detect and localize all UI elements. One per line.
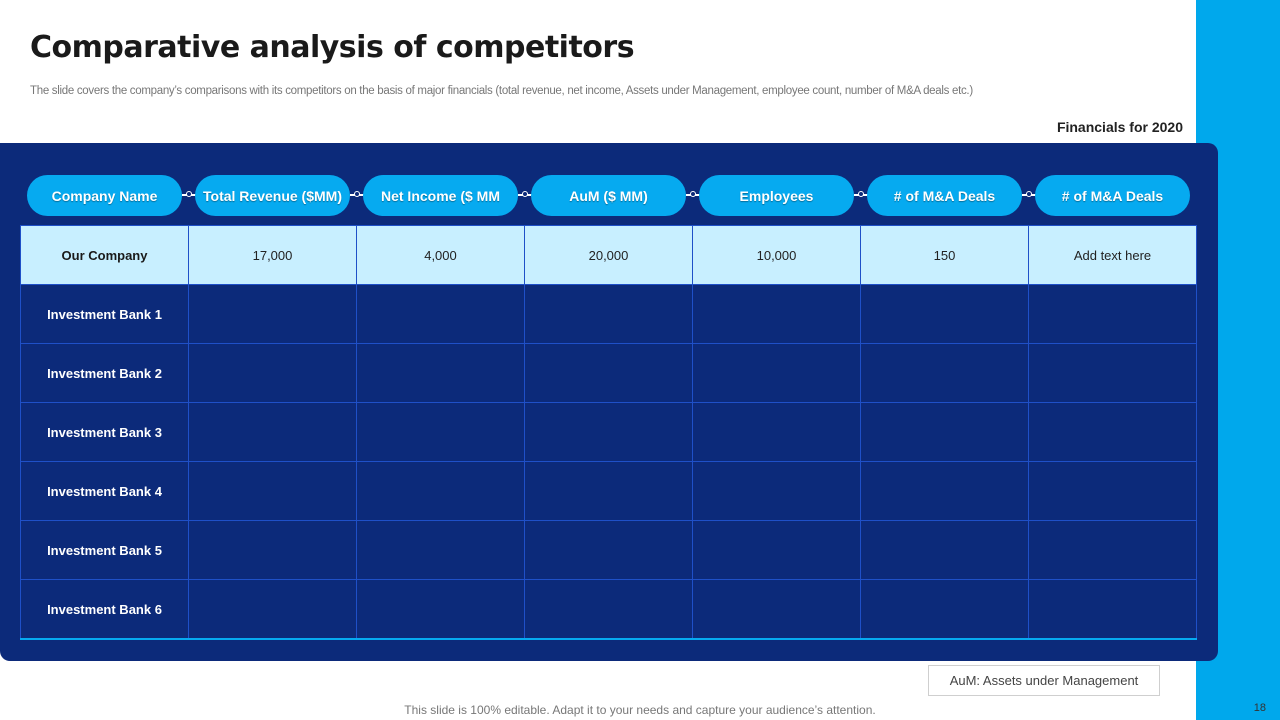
row-label: Investment Bank 5 [20, 520, 189, 580]
table-cell [692, 402, 861, 462]
table-cell [524, 579, 693, 640]
connector-icon [182, 191, 196, 197]
row-label: Investment Bank 2 [20, 343, 189, 403]
header-pill-aum: AuM ($ MM) [531, 175, 686, 216]
table-cell [188, 343, 357, 403]
table-cell [860, 402, 1029, 462]
header-pill-ma-deals: # of M&A Deals [867, 175, 1022, 216]
connector-icon [1022, 191, 1036, 197]
table-row: Investment Bank 2 [20, 343, 1197, 403]
table-cell [188, 579, 357, 640]
aum-legend-box: AuM: Assets under Management [928, 665, 1160, 696]
row-label: Investment Bank 3 [20, 402, 189, 462]
footer-note: This slide is 100% editable. Adapt it to… [404, 703, 876, 717]
table-cell [860, 579, 1029, 640]
financials-year-label: Financials for 2020 [1056, 119, 1183, 135]
table-cell: 10,000 [692, 225, 861, 285]
table-cell [524, 343, 693, 403]
table-cell [860, 520, 1029, 580]
connector-icon [350, 191, 364, 197]
table-cell [188, 461, 357, 521]
table-cell [1028, 461, 1197, 521]
table-cell [692, 343, 861, 403]
table-cell [524, 520, 693, 580]
table-cell [524, 461, 693, 521]
table-cell [524, 402, 693, 462]
header-pill-net-income: Net Income ($ MM [363, 175, 518, 216]
row-label: Investment Bank 6 [20, 579, 189, 640]
table-cell: 4,000 [356, 225, 525, 285]
table-cell [356, 520, 525, 580]
table-cell [1028, 520, 1197, 580]
table-row-our-company: Our Company 17,000 4,000 20,000 10,000 1… [20, 225, 1197, 285]
row-label: Our Company [20, 225, 189, 285]
row-label: Investment Bank 4 [20, 461, 189, 521]
table-cell [860, 343, 1029, 403]
table-cell [356, 402, 525, 462]
slide-subtitle: The slide covers the company’s compariso… [30, 85, 973, 97]
table-cell: 20,000 [524, 225, 693, 285]
header-pill-employees: Employees [699, 175, 854, 216]
connector-icon [518, 191, 532, 197]
table-cell [860, 461, 1029, 521]
table-cell: Add text here [1028, 225, 1197, 285]
table-row: Investment Bank 4 [20, 461, 1197, 521]
competitor-table: Our Company 17,000 4,000 20,000 10,000 1… [20, 225, 1197, 640]
table-cell [1028, 284, 1197, 344]
table-cell [356, 284, 525, 344]
table-cell [356, 343, 525, 403]
table-cell [692, 520, 861, 580]
table-row: Investment Bank 3 [20, 402, 1197, 462]
table-cell [356, 579, 525, 640]
slide-title: Comparative analysis of competitors [30, 30, 635, 65]
header-pill-total-revenue: Total Revenue ($MM) [195, 175, 350, 216]
table-row: Investment Bank 6 [20, 579, 1197, 640]
table-row: Investment Bank 1 [20, 284, 1197, 344]
table-cell [860, 284, 1029, 344]
table-cell: 150 [860, 225, 1029, 285]
table-row: Investment Bank 5 [20, 520, 1197, 580]
table-cell [188, 520, 357, 580]
table-cell [692, 579, 861, 640]
table-cell [1028, 402, 1197, 462]
table-cell [188, 284, 357, 344]
table-cell [1028, 343, 1197, 403]
table-cell [188, 402, 357, 462]
row-label: Investment Bank 1 [20, 284, 189, 344]
header-pill-ma-deals-2: # of M&A Deals [1035, 175, 1190, 216]
table-cell [356, 461, 525, 521]
table-cell [692, 284, 861, 344]
connector-icon [854, 191, 868, 197]
table-cell: 17,000 [188, 225, 357, 285]
header-pill-company-name: Company Name [27, 175, 182, 216]
table-cell [692, 461, 861, 521]
page-number: 18 [1253, 702, 1266, 714]
table-cell [524, 284, 693, 344]
connector-icon [686, 191, 700, 197]
table-cell [1028, 579, 1197, 640]
header-pill-row: Company Name Total Revenue ($MM) Net Inc… [0, 175, 1218, 217]
